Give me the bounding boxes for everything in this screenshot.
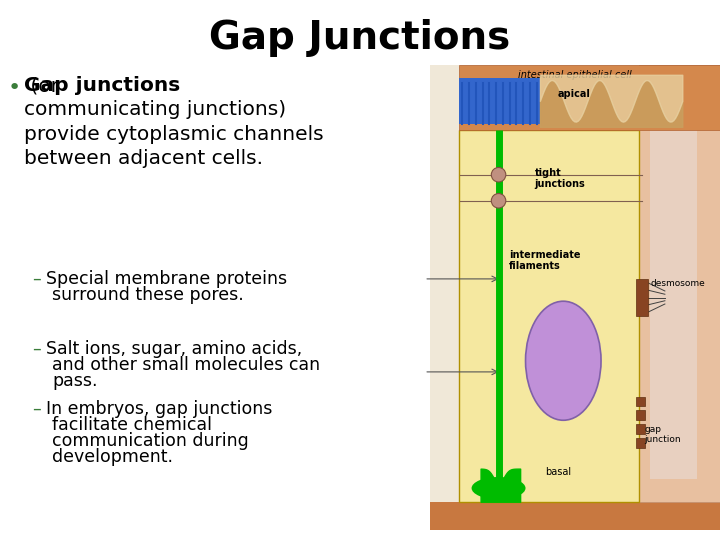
Ellipse shape xyxy=(472,477,526,500)
Bar xyxy=(639,65,720,502)
Bar xyxy=(636,424,644,434)
Text: Gap junctions: Gap junctions xyxy=(24,76,180,95)
Text: gap
junction: gap junction xyxy=(644,424,681,444)
Bar xyxy=(650,130,697,479)
Text: apical: apical xyxy=(558,89,591,99)
Bar xyxy=(430,502,720,530)
Bar xyxy=(636,410,644,420)
Circle shape xyxy=(491,167,506,182)
Bar xyxy=(459,78,540,124)
Bar xyxy=(430,65,720,530)
Bar xyxy=(636,396,644,406)
Text: Salt ions, sugar, amino acids,: Salt ions, sugar, amino acids, xyxy=(46,340,302,358)
Text: facilitate chemical: facilitate chemical xyxy=(52,416,212,434)
Bar xyxy=(459,65,720,130)
Ellipse shape xyxy=(526,301,601,420)
Text: pass.: pass. xyxy=(52,372,97,390)
Text: •: • xyxy=(8,78,22,98)
Text: intestinal epithelial cell: intestinal epithelial cell xyxy=(518,70,632,80)
Text: development.: development. xyxy=(52,448,173,466)
Text: and other small molecules can: and other small molecules can xyxy=(52,356,320,374)
Text: surround these pores.: surround these pores. xyxy=(52,286,244,304)
Text: desmosome: desmosome xyxy=(650,279,705,288)
Text: Gap Junctions: Gap Junctions xyxy=(210,19,510,57)
Text: (or
communicating junctions)
provide cytoplasmic channels
between adjacent cells: (or communicating junctions) provide cyt… xyxy=(24,76,323,168)
Text: tight
junctions: tight junctions xyxy=(534,167,585,189)
Text: –: – xyxy=(32,400,41,418)
Text: basal: basal xyxy=(545,467,571,477)
Text: communication during: communication during xyxy=(52,432,248,450)
Bar xyxy=(459,130,639,502)
Text: –: – xyxy=(32,340,41,358)
Text: –: – xyxy=(32,270,41,288)
Text: In embryos, gap junctions: In embryos, gap junctions xyxy=(46,400,272,418)
Text: Special membrane proteins: Special membrane proteins xyxy=(46,270,287,288)
Bar xyxy=(636,438,644,448)
Text: intermediate
filaments: intermediate filaments xyxy=(509,249,581,271)
Circle shape xyxy=(491,193,506,208)
Bar xyxy=(636,279,647,316)
